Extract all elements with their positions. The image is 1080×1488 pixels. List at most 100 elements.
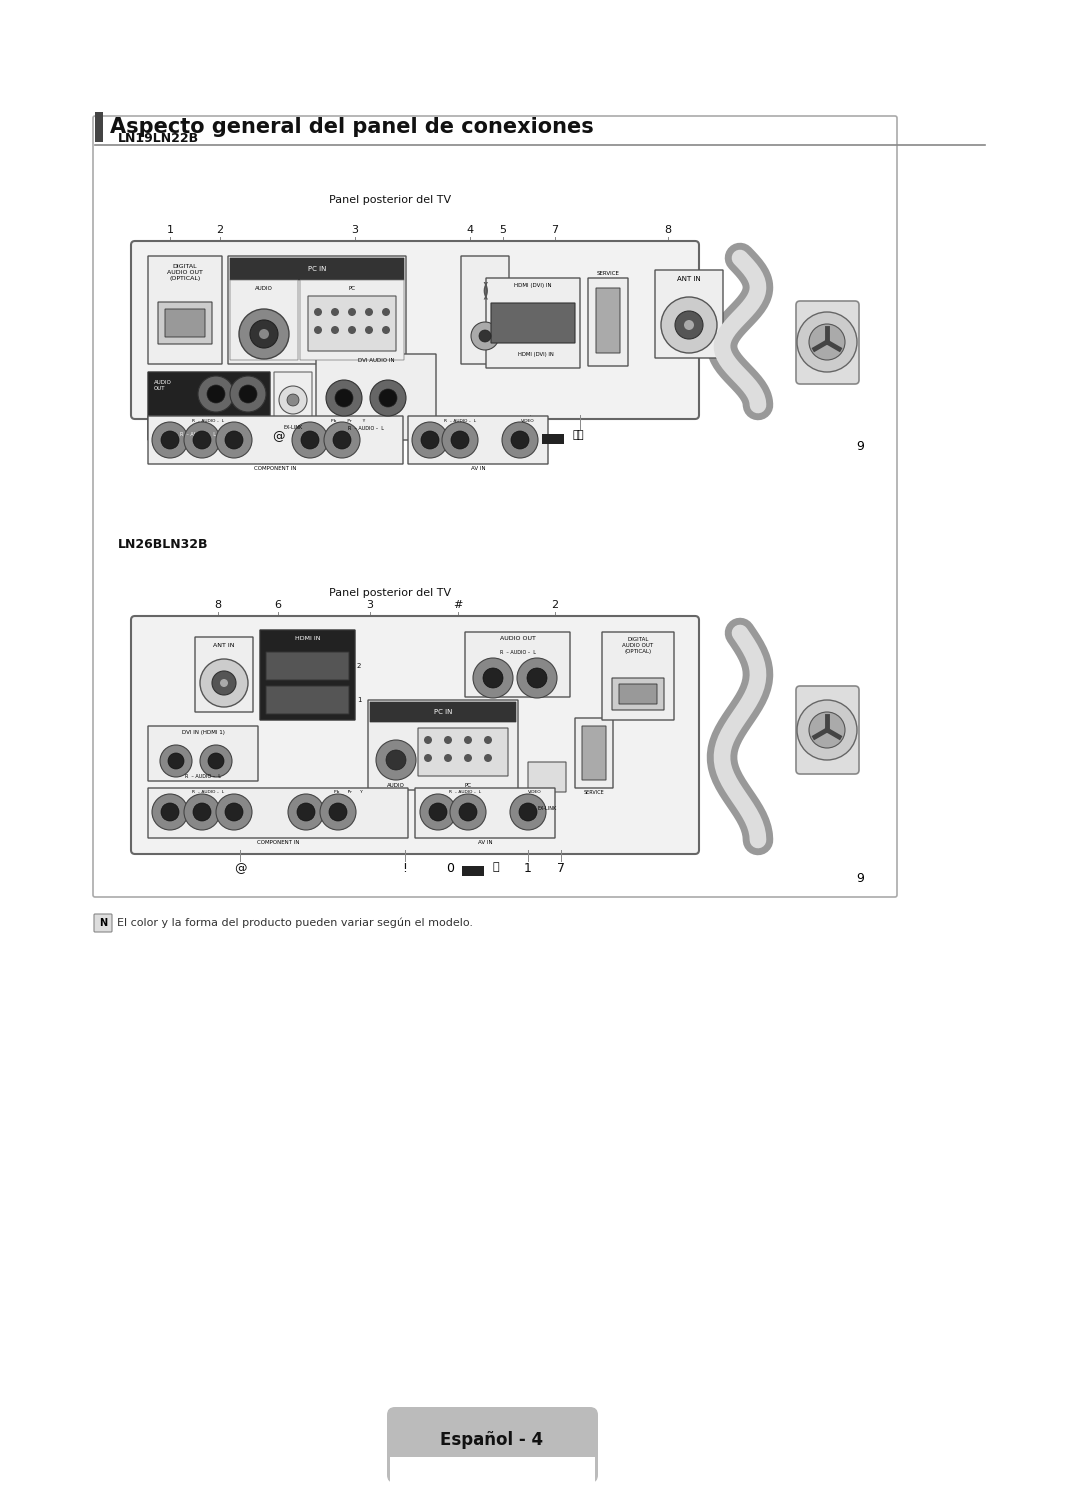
Circle shape xyxy=(335,388,353,408)
Text: 0: 0 xyxy=(526,430,534,443)
Text: AUDIO: AUDIO xyxy=(387,783,405,789)
FancyBboxPatch shape xyxy=(94,914,112,931)
Circle shape xyxy=(809,711,845,748)
Circle shape xyxy=(207,385,225,403)
FancyBboxPatch shape xyxy=(308,296,396,351)
Text: R  – AUDIO –  L: R – AUDIO – L xyxy=(192,420,224,423)
Text: N: N xyxy=(99,918,107,929)
FancyBboxPatch shape xyxy=(93,116,897,897)
Circle shape xyxy=(444,737,453,744)
Text: R  – AUDIO –  L: R – AUDIO – L xyxy=(444,420,476,423)
Circle shape xyxy=(517,658,557,698)
Circle shape xyxy=(365,308,373,315)
Circle shape xyxy=(297,804,315,821)
FancyBboxPatch shape xyxy=(148,256,222,365)
FancyBboxPatch shape xyxy=(418,728,508,777)
Circle shape xyxy=(442,423,478,458)
Text: COMPONENT IN: COMPONENT IN xyxy=(257,841,299,845)
Circle shape xyxy=(314,326,322,333)
Text: Español - 4: Español - 4 xyxy=(441,1431,543,1449)
Text: AV IN: AV IN xyxy=(477,841,492,845)
Circle shape xyxy=(184,423,220,458)
Bar xyxy=(542,434,564,443)
Circle shape xyxy=(161,432,179,449)
Circle shape xyxy=(292,423,328,458)
Circle shape xyxy=(348,326,356,333)
Text: AV IN: AV IN xyxy=(471,466,485,472)
FancyBboxPatch shape xyxy=(582,726,606,780)
Circle shape xyxy=(216,795,252,830)
FancyBboxPatch shape xyxy=(619,684,657,704)
Text: 1: 1 xyxy=(166,225,174,235)
Circle shape xyxy=(675,311,703,339)
Text: 4: 4 xyxy=(467,225,473,235)
Circle shape xyxy=(230,376,266,412)
Text: 0: 0 xyxy=(526,430,534,443)
Circle shape xyxy=(376,740,416,780)
Text: VIDEO: VIDEO xyxy=(522,420,535,423)
Text: @: @ xyxy=(233,862,246,875)
Circle shape xyxy=(216,423,252,458)
Bar xyxy=(390,1457,595,1487)
Circle shape xyxy=(161,804,179,821)
FancyBboxPatch shape xyxy=(158,302,212,344)
Text: R  – AUDIO –  L: R – AUDIO – L xyxy=(348,426,384,432)
Circle shape xyxy=(193,804,211,821)
Text: VIDEO: VIDEO xyxy=(528,790,542,795)
Bar xyxy=(95,112,103,141)
Text: 9: 9 xyxy=(856,872,864,885)
Circle shape xyxy=(684,320,694,330)
Circle shape xyxy=(259,329,269,339)
FancyBboxPatch shape xyxy=(131,616,699,854)
Text: 🔒: 🔒 xyxy=(492,862,499,872)
FancyBboxPatch shape xyxy=(316,354,436,440)
FancyBboxPatch shape xyxy=(596,289,620,353)
Text: 3: 3 xyxy=(366,600,374,610)
Text: Pb        Pr        Y: Pb Pr Y xyxy=(330,420,365,423)
Text: DVI AUDIO IN: DVI AUDIO IN xyxy=(357,359,394,363)
FancyBboxPatch shape xyxy=(528,762,566,792)
Circle shape xyxy=(249,320,278,348)
Circle shape xyxy=(184,795,220,830)
Text: PC IN: PC IN xyxy=(434,708,453,716)
Circle shape xyxy=(225,432,243,449)
FancyBboxPatch shape xyxy=(486,278,580,368)
Bar xyxy=(462,866,484,876)
Text: PC IN: PC IN xyxy=(308,266,326,272)
Text: ): ) xyxy=(482,281,489,301)
Circle shape xyxy=(330,326,339,333)
Circle shape xyxy=(661,298,717,353)
Circle shape xyxy=(502,423,538,458)
Text: COMPONENT IN: COMPONENT IN xyxy=(254,466,297,472)
FancyBboxPatch shape xyxy=(368,699,518,790)
Circle shape xyxy=(424,754,432,762)
Text: SERVICE: SERVICE xyxy=(583,790,605,795)
Circle shape xyxy=(279,385,307,414)
Circle shape xyxy=(208,753,224,769)
Text: 0: 0 xyxy=(446,862,454,875)
Circle shape xyxy=(464,737,472,744)
Text: Aspecto general del panel de conexiones: Aspecto general del panel de conexiones xyxy=(110,118,594,137)
Text: #: # xyxy=(454,600,462,610)
Text: R  – AUDIO –  L: R – AUDIO – L xyxy=(192,790,224,795)
Circle shape xyxy=(510,795,546,830)
FancyBboxPatch shape xyxy=(148,372,270,440)
FancyBboxPatch shape xyxy=(465,632,570,696)
Text: 2: 2 xyxy=(552,600,558,610)
Text: AUDIO
OUT: AUDIO OUT xyxy=(154,379,172,391)
Circle shape xyxy=(480,330,491,342)
Circle shape xyxy=(193,432,211,449)
Circle shape xyxy=(239,310,289,359)
Circle shape xyxy=(424,737,432,744)
Circle shape xyxy=(326,379,362,417)
Circle shape xyxy=(220,679,228,687)
FancyBboxPatch shape xyxy=(796,686,859,774)
Text: ANT IN: ANT IN xyxy=(213,643,234,647)
Text: R  – AUDIO –  L: R – AUDIO – L xyxy=(449,790,481,795)
Text: LN19LN22B: LN19LN22B xyxy=(118,132,199,144)
Circle shape xyxy=(450,795,486,830)
Text: 2: 2 xyxy=(216,225,224,235)
Circle shape xyxy=(324,423,360,458)
Text: DIGITAL
AUDIO OUT
(OPTICAL): DIGITAL AUDIO OUT (OPTICAL) xyxy=(622,637,653,655)
Text: Panel posterior del TV: Panel posterior del TV xyxy=(329,588,451,598)
